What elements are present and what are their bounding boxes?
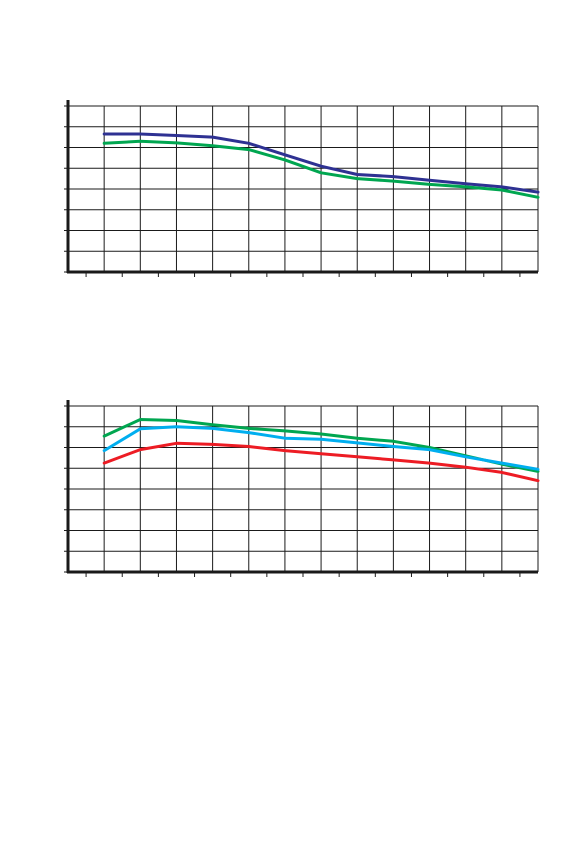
top-chart-series-line-2	[102, 139, 540, 199]
line-chart-bottom	[0, 390, 567, 590]
top-chart-series-line-1	[102, 132, 540, 194]
top-chart-grid	[68, 105, 539, 272]
bottom-chart-grid	[68, 405, 539, 572]
chart-bottom-svg	[64, 400, 540, 577]
chart-top-svg	[64, 100, 540, 277]
line-chart-top	[0, 90, 567, 290]
bottom-chart-series-line-2	[102, 425, 540, 471]
bottom-chart-series-line-3	[102, 441, 540, 483]
